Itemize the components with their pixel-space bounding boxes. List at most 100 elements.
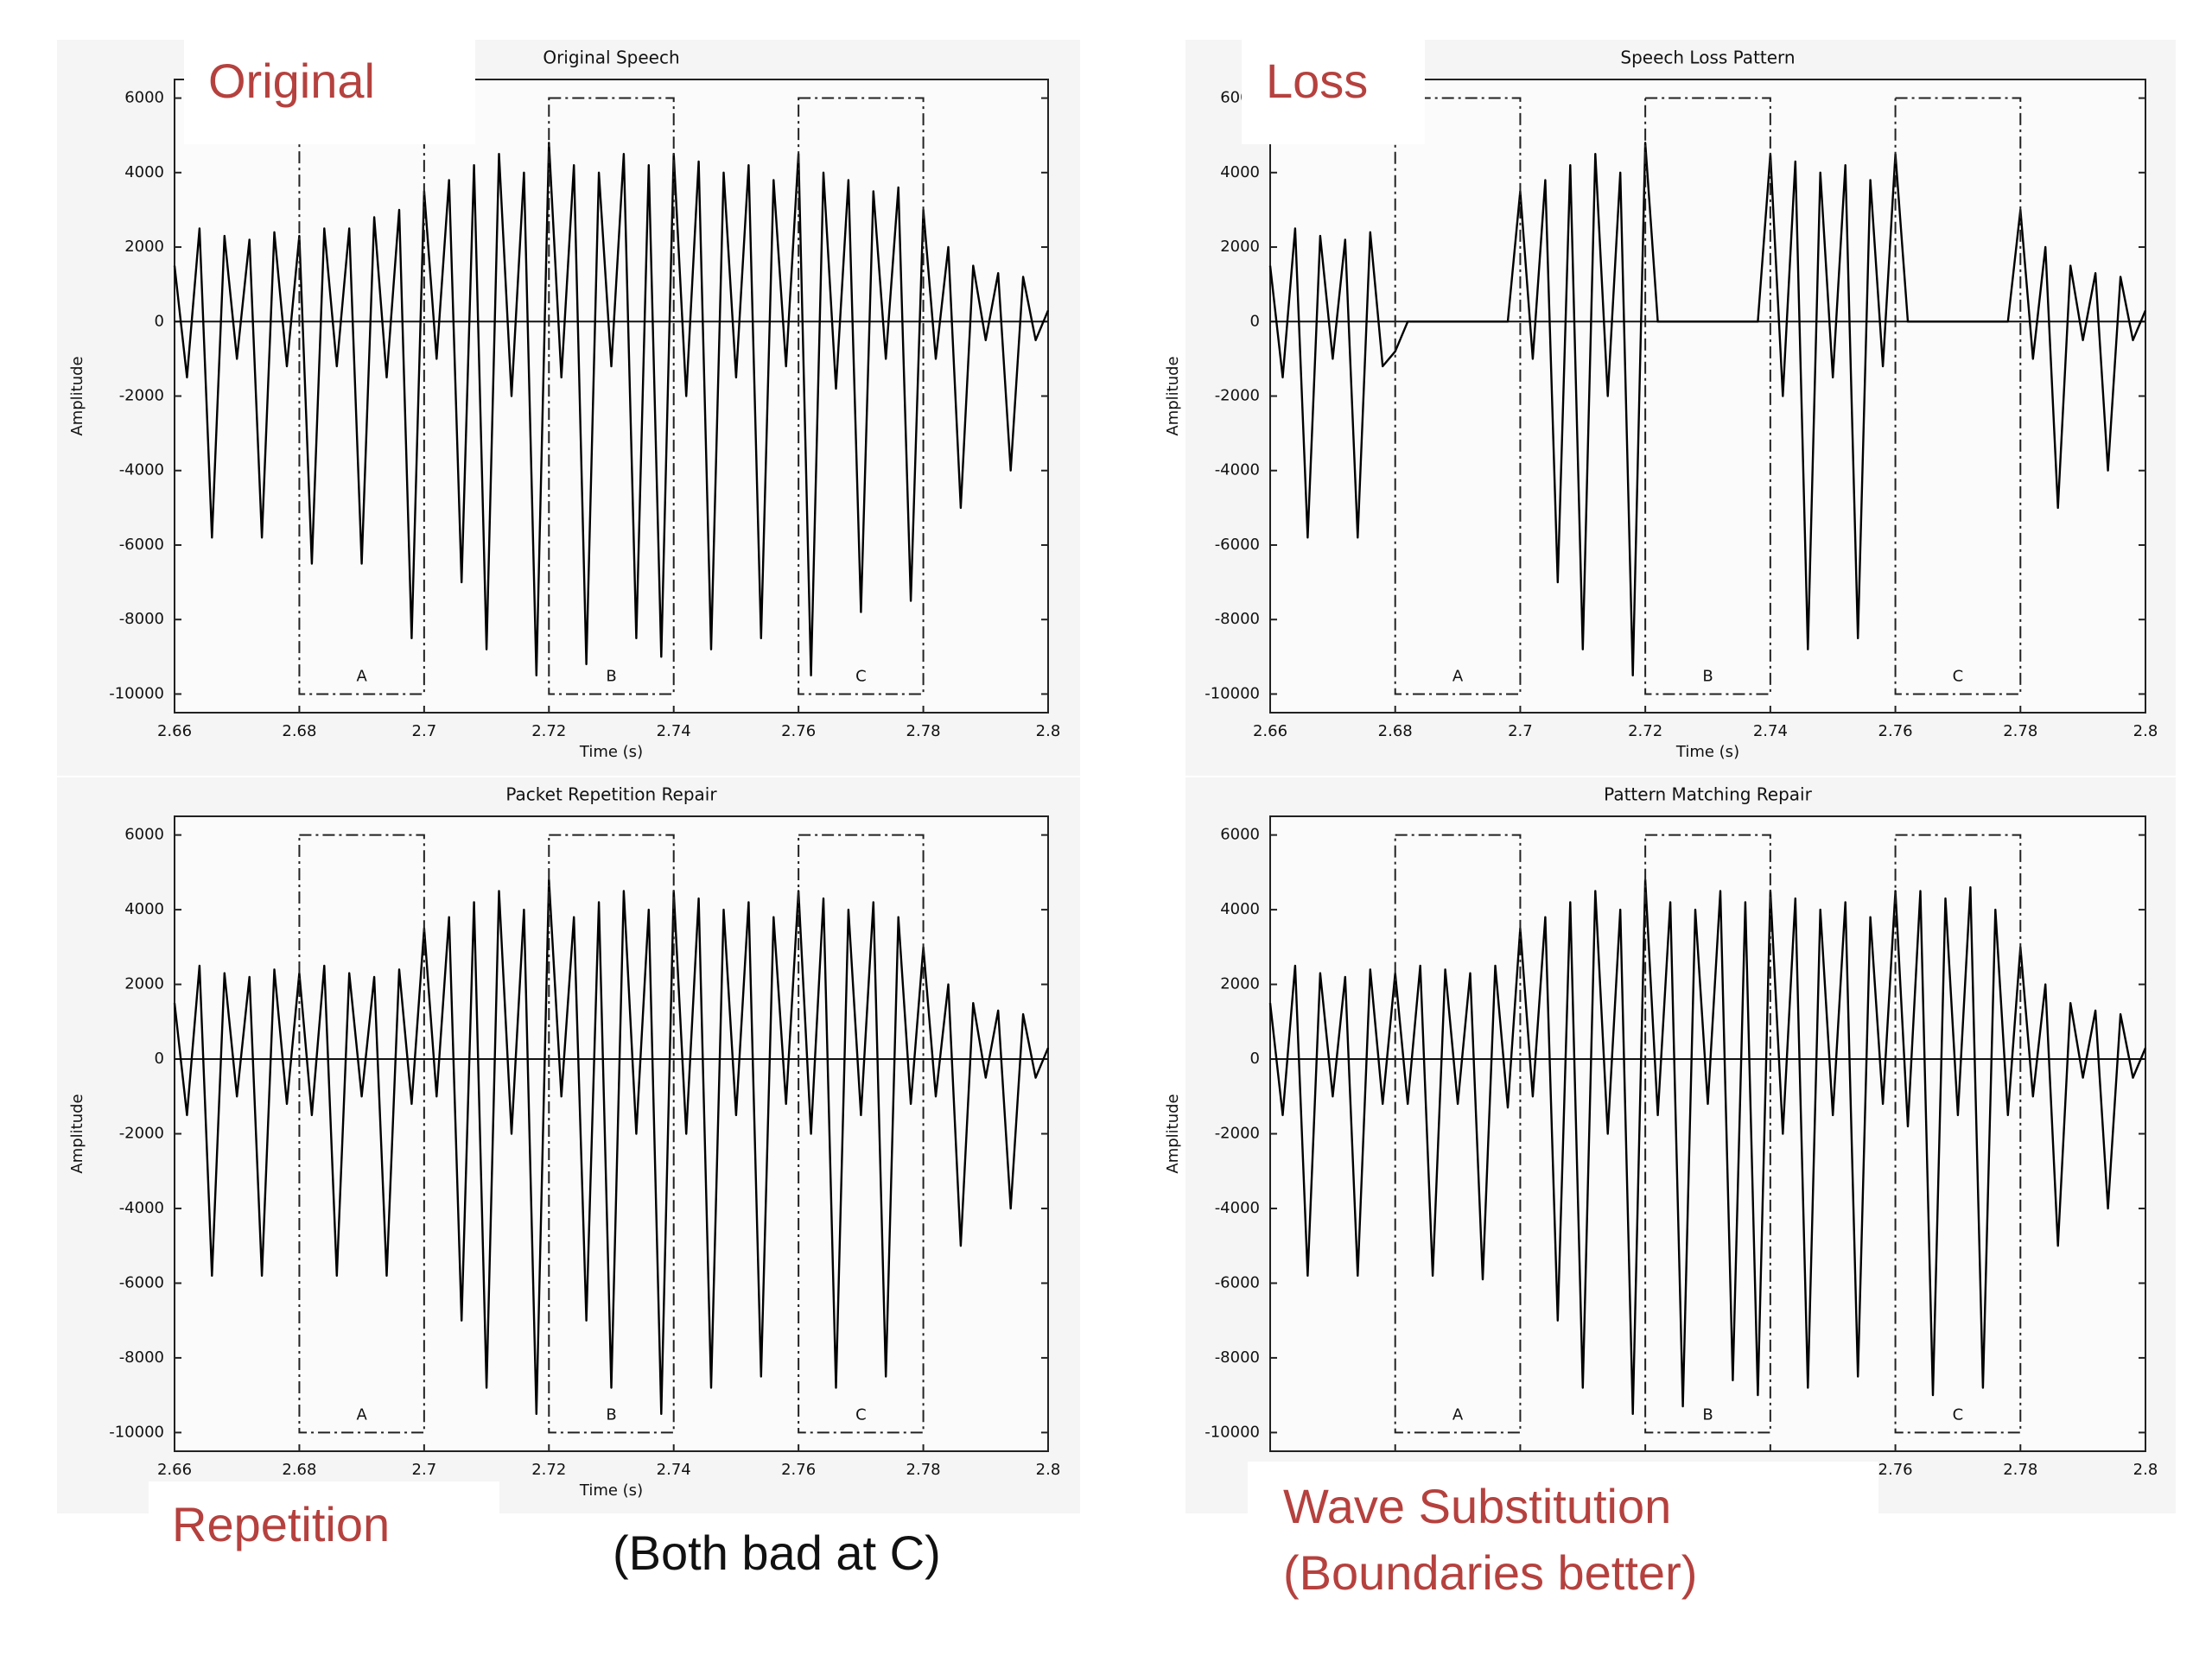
y-tick-label: 4000 (1220, 900, 1260, 918)
y-tick-label: 4000 (124, 163, 164, 181)
x-tick-label: 2.76 (781, 1461, 816, 1479)
y-tick-label: -8000 (1215, 1348, 1260, 1367)
y-tick-label: -10000 (1205, 684, 1260, 702)
x-tick-label: 2.8 (2133, 722, 2158, 740)
x-tick-label: 2.72 (531, 722, 566, 740)
y-tick-label: -2000 (119, 1125, 164, 1143)
y-tick-label: -2000 (1215, 1125, 1260, 1143)
region-label: B (1702, 1405, 1713, 1424)
y-tick-label: 4000 (124, 900, 164, 918)
loss-region (298, 834, 425, 1434)
annotation-backdrop (184, 40, 475, 144)
x-tick-label: 2.74 (657, 1461, 691, 1479)
y-tick-label: 6000 (1220, 826, 1260, 844)
y-tick-label: 2000 (124, 975, 164, 993)
x-tick-label: 2.8 (1036, 1461, 1061, 1479)
y-tick-label: 6000 (124, 89, 164, 107)
y-tick-label: -6000 (1215, 1273, 1260, 1291)
chart-title: Original Speech (543, 48, 679, 68)
y-tick-label: -4000 (1215, 1199, 1260, 1217)
chart-title: Pattern Matching Repair (1604, 784, 1812, 805)
loss-region (798, 97, 925, 695)
annotation-backdrop (149, 1481, 499, 1574)
y-tick-label: -10000 (109, 1423, 164, 1441)
region-label: C (1953, 1405, 1964, 1424)
y-tick-label: 0 (155, 312, 164, 330)
region-label: B (606, 667, 616, 685)
x-tick-label: 2.76 (1878, 1461, 1913, 1479)
plot-area (174, 815, 1049, 1452)
y-tick-label: 6000 (124, 826, 164, 844)
x-tick-label: 2.72 (531, 1461, 566, 1479)
waveform (1268, 879, 2147, 1415)
region-label: C (1953, 667, 1964, 685)
x-tick-label: 2.78 (906, 1461, 941, 1479)
x-axis-label: Time (s) (579, 743, 643, 761)
region-label: C (855, 667, 867, 685)
y-tick-label: 4000 (1220, 163, 1260, 181)
loss-region (298, 97, 425, 695)
loss-region (798, 834, 925, 1434)
annotation: Loss (1266, 54, 1368, 108)
y-tick-label: -8000 (1215, 610, 1260, 628)
x-tick-label: 2.7 (412, 722, 437, 740)
x-tick-label: 2.76 (1878, 722, 1913, 740)
annotation: Original (208, 54, 375, 108)
waveform (173, 142, 1050, 677)
region-label: B (1702, 667, 1713, 685)
x-tick-label: 2.66 (157, 1461, 192, 1479)
y-tick-label: -8000 (119, 1348, 164, 1367)
x-tick-label: 2.66 (1253, 722, 1287, 740)
plot-area (1269, 815, 2146, 1452)
chart-title: Speech Loss Pattern (1620, 48, 1795, 68)
waveform (1268, 142, 2147, 677)
y-tick-label: -2000 (119, 387, 164, 405)
y-axis-label: Amplitude (68, 356, 86, 435)
y-tick-label: 0 (1250, 312, 1260, 330)
y-tick-label: 0 (1250, 1050, 1260, 1068)
x-tick-label: 2.7 (412, 1461, 437, 1479)
x-tick-label: 2.74 (1753, 722, 1788, 740)
x-axis-label: Time (s) (1675, 743, 1739, 761)
y-tick-label: 2000 (124, 238, 164, 256)
x-tick-label: 2.8 (1036, 722, 1061, 740)
y-tick-label: -6000 (119, 1273, 164, 1291)
chart-title: Packet Repetition Repair (505, 784, 717, 805)
loss-region (1394, 834, 1522, 1434)
y-tick-label: -6000 (119, 536, 164, 554)
annotation: (Boundaries better) (1283, 1545, 1697, 1600)
x-tick-label: 2.68 (1378, 722, 1413, 740)
loss-region (1394, 97, 1522, 695)
region-label: A (1452, 1405, 1464, 1424)
x-tick-label: 2.66 (157, 722, 192, 740)
region-label: A (356, 667, 367, 685)
y-tick-label: -6000 (1215, 536, 1260, 554)
x-tick-label: 2.8 (2133, 1461, 2158, 1479)
y-tick-label: -4000 (119, 1199, 164, 1217)
x-tick-label: 2.78 (2003, 1461, 2037, 1479)
x-axis-label: Time (s) (579, 1481, 643, 1500)
y-tick-label: -2000 (1215, 387, 1260, 405)
region-label: A (356, 1405, 367, 1424)
x-tick-label: 2.68 (282, 1461, 316, 1479)
region-label: A (1452, 667, 1464, 685)
y-tick-label: -10000 (1205, 1423, 1260, 1441)
x-tick-label: 2.68 (282, 722, 316, 740)
loss-region (1894, 834, 2022, 1434)
annotation: Wave Substitution (1283, 1479, 1671, 1533)
annotation: Repetition (172, 1497, 390, 1551)
y-tick-label: -4000 (1215, 461, 1260, 479)
y-tick-label: -8000 (119, 610, 164, 628)
x-tick-label: 2.74 (657, 722, 691, 740)
waveform (173, 879, 1050, 1415)
loss-region (1894, 97, 2022, 695)
loss-region (1644, 97, 1771, 695)
y-axis-label: Amplitude (1164, 1094, 1182, 1173)
y-tick-label: 2000 (1220, 238, 1260, 256)
annotation-backdrop (1242, 40, 1425, 144)
x-tick-label: 2.72 (1628, 722, 1662, 740)
plot-area (174, 79, 1049, 714)
y-axis-label: Amplitude (68, 1094, 86, 1173)
x-tick-label: 2.76 (781, 722, 816, 740)
region-label: C (855, 1405, 867, 1424)
